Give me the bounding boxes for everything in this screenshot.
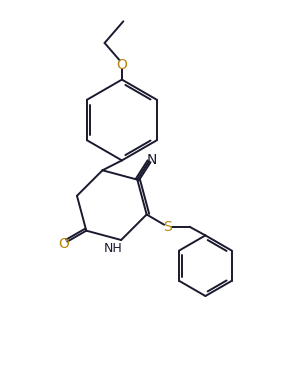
Text: O: O xyxy=(58,237,69,251)
Text: NH: NH xyxy=(104,241,122,255)
Text: N: N xyxy=(146,153,157,167)
Text: O: O xyxy=(117,58,127,72)
Text: S: S xyxy=(164,220,172,234)
